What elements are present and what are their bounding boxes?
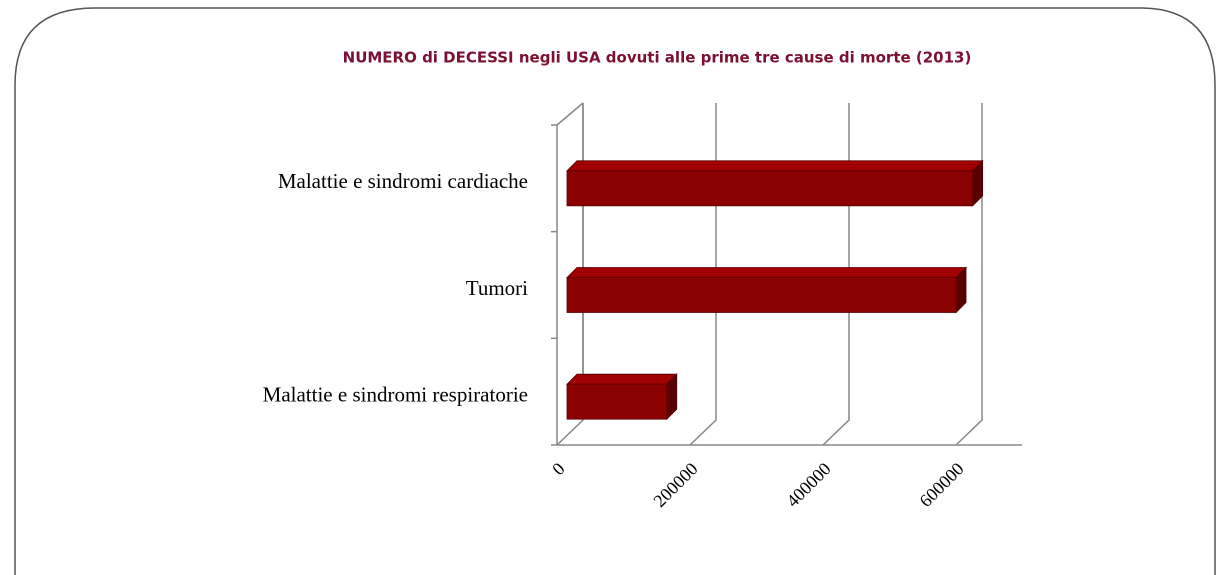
bar-group — [566, 266, 967, 314]
bar — [566, 277, 957, 313]
y-tick-label: Malattie e sindromi cardiache — [278, 169, 528, 193]
bar — [566, 170, 974, 207]
bar-group — [566, 373, 678, 421]
bar-top — [566, 267, 967, 278]
bar-top — [566, 160, 984, 172]
bar-group — [566, 159, 984, 207]
bar-top — [566, 373, 678, 385]
grid-line — [955, 103, 983, 446]
x-tick-label: 400000 — [782, 459, 834, 511]
bar — [566, 383, 668, 420]
y-tick-label: Tumori — [466, 276, 528, 300]
grid-line — [689, 103, 717, 446]
x-tick-label: 200000 — [649, 459, 701, 511]
grid-line — [556, 103, 584, 446]
chart-title: NUMERO di DECESSI negli USA dovuti alle … — [343, 49, 972, 67]
frame — [14, 7, 1216, 575]
x-tick-label: 600000 — [915, 459, 967, 511]
grid-line — [822, 103, 850, 446]
wall-top — [556, 102, 584, 126]
x-tick-label: 0 — [548, 459, 569, 480]
y-tick-label: Malattie e sindromi respiratorie — [263, 382, 528, 406]
